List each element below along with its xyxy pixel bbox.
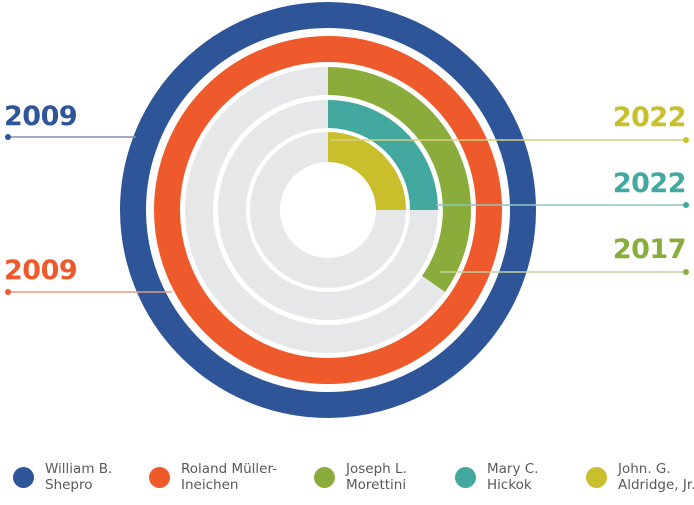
- legend-item-mary: Mary C. Hickok: [455, 461, 538, 493]
- radial-bar-chart: [5, 2, 689, 418]
- legend-label: William B.: [45, 461, 113, 477]
- legend-dot-icon: [586, 466, 607, 488]
- legend-label: Shepro: [45, 477, 93, 493]
- legend-label: Aldridge, Jr.: [618, 477, 694, 493]
- legend-label: Mary C.: [487, 461, 539, 477]
- legend-dot-icon: [455, 466, 476, 488]
- legend-dot-icon: [314, 466, 335, 488]
- ring-roland-muller-ineichen: [154, 36, 502, 384]
- legend-dot-icon: [13, 466, 34, 488]
- legend-label: Roland Müller-: [181, 461, 278, 477]
- legend-label: Hickok: [487, 477, 532, 493]
- legend-item-joseph: Joseph L. Morettini: [314, 461, 407, 493]
- year-label-joseph: 2017: [612, 234, 687, 265]
- arc-joseph-morettini: [328, 67, 471, 292]
- year-label-william: 2009: [4, 101, 78, 132]
- connector-roland: [5, 289, 172, 295]
- connector-mary: [436, 202, 689, 208]
- connector-william: [5, 134, 136, 140]
- arc-john-aldridge: [328, 132, 406, 210]
- legend-label: Ineichen: [181, 477, 239, 493]
- legend: William B. Shepro Roland Müller- Ineiche…: [0, 455, 694, 505]
- connector-joseph: [440, 269, 689, 275]
- legend-item-william: William B. Shepro: [13, 461, 112, 493]
- legend-label: John. G.: [618, 461, 671, 477]
- ring-william-shepro: [120, 2, 536, 418]
- year-label-mary: 2022: [612, 168, 687, 199]
- legend-label: Joseph L.: [346, 461, 407, 477]
- legend-item-roland: Roland Müller- Ineichen: [149, 461, 277, 493]
- arc-mary-hickok: [328, 100, 438, 210]
- connector-john: [330, 137, 689, 143]
- year-label-john: 2022: [612, 102, 687, 133]
- legend-dot-icon: [149, 466, 170, 488]
- legend-item-john: John. G. Aldridge, Jr.: [586, 461, 694, 493]
- year-label-roland: 2009: [4, 255, 78, 286]
- legend-label: Morettini: [346, 477, 407, 493]
